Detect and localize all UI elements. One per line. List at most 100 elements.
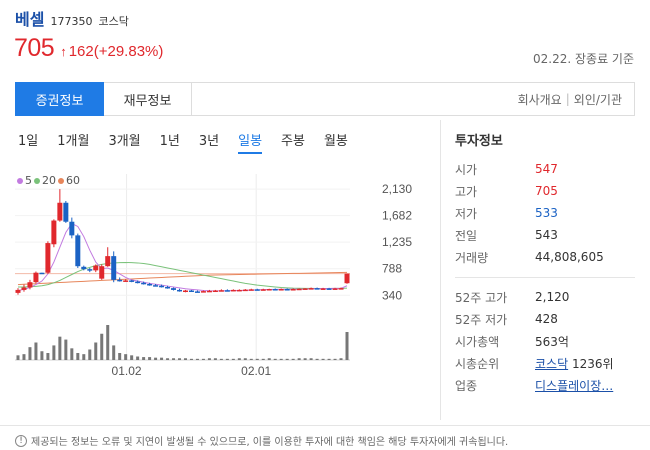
y-tick-label: 340: [382, 288, 402, 302]
info-row-low: 저가 533: [455, 202, 635, 224]
candle-body: [278, 289, 284, 291]
x-tick-label: 02.01: [241, 364, 271, 378]
volume-bar: [333, 358, 337, 360]
ma20-label: 20: [42, 174, 56, 187]
rank-number: 1236위: [571, 356, 614, 371]
range-tab-1d[interactable]: 1일: [18, 134, 39, 149]
range-tab-1m[interactable]: 1개월: [57, 134, 90, 149]
candle-body: [147, 283, 153, 286]
stock-market: 코스닥: [98, 15, 129, 28]
range-tab-monthly[interactable]: 월봉: [323, 134, 348, 149]
volume-bar: [303, 358, 307, 360]
y-tick-label: 1,235: [382, 235, 412, 249]
volume-bar: [267, 358, 271, 360]
volume-bar: [88, 349, 92, 360]
volume-bar: [261, 358, 265, 360]
candle-body: [344, 273, 350, 284]
company-overview-link[interactable]: 회사개요: [517, 92, 562, 107]
volume-bar: [339, 358, 343, 360]
volume-bar: [207, 358, 211, 360]
candle-body: [21, 287, 27, 290]
tab-financial-info[interactable]: 재무정보: [104, 83, 192, 115]
candle-body: [171, 288, 177, 290]
volume-bar: [285, 358, 289, 360]
volume-bar: [189, 358, 193, 360]
investment-info-title: 투자정보: [455, 134, 503, 149]
foreign-institution-link[interactable]: 외인/기관: [573, 92, 622, 107]
volume-bar: [160, 357, 164, 360]
candle-body: [194, 291, 200, 293]
range-tab-daily[interactable]: 일봉: [238, 130, 263, 154]
volume-bar: [58, 336, 62, 360]
ma5-label: 5: [25, 174, 32, 187]
info-key: 시총순위: [455, 356, 500, 371]
price-chart[interactable]: 2,130 1,682 1,235 788 340 01.02 02.01: [0, 160, 430, 385]
range-tab-3y[interactable]: 3년: [198, 134, 220, 149]
candle-body: [218, 290, 224, 292]
info-value: 44,808,605: [535, 250, 604, 264]
candle-body: [135, 281, 141, 284]
range-tab-1y[interactable]: 1년: [159, 134, 180, 149]
range-tab-weekly[interactable]: 주봉: [281, 134, 305, 149]
ma60-label: 60: [66, 174, 80, 187]
tab-securities-info[interactable]: 증권정보: [15, 82, 104, 116]
info-row-volume: 거래량 44,808,605: [455, 246, 635, 268]
volume-bar: [100, 333, 104, 360]
volume-bar: [213, 358, 217, 360]
y-tick-label: 788: [382, 262, 402, 276]
stock-name[interactable]: 베셀: [15, 10, 45, 29]
candle-body: [57, 202, 63, 221]
ma20-dot: [34, 177, 40, 184]
volume-bar: [321, 358, 325, 360]
candle-body: [27, 282, 33, 288]
candle-body: [75, 235, 81, 267]
candle-body: [177, 289, 183, 292]
info-value: 547: [535, 162, 558, 176]
candle-body: [224, 290, 230, 292]
price-change: ↑ 162(+29.83%): [60, 43, 163, 60]
link-divider: |: [565, 92, 570, 106]
volume-bar: [219, 358, 223, 360]
info-tabs: 증권정보 재무정보 회사개요 | 외인/기관: [15, 82, 635, 116]
volume-bar: [297, 358, 301, 360]
candle-body: [290, 289, 296, 291]
ma-legend: 5 20 60: [15, 174, 80, 187]
info-row-high: 고가 705: [455, 180, 635, 202]
candle-body: [69, 221, 75, 236]
candle-body: [332, 288, 338, 290]
candle-body: [123, 280, 129, 282]
candle-body: [314, 288, 320, 290]
candle-body: [182, 290, 188, 293]
info-key: 전일: [455, 228, 478, 243]
volume-bar: [118, 353, 122, 360]
info-value: 428: [535, 312, 558, 326]
info-value: 543: [535, 228, 558, 242]
candle-body: [117, 279, 123, 282]
industry-link[interactable]: 디스플레이장…: [535, 378, 614, 393]
volume-bar: [255, 358, 259, 360]
rank-market-link[interactable]: 코스닥: [535, 356, 569, 371]
info-key: 고가: [455, 184, 478, 199]
info-key: 저가: [455, 206, 478, 221]
candle-body: [141, 282, 147, 285]
candle-body: [200, 291, 206, 293]
info-divider: [455, 277, 635, 278]
candle-body: [129, 280, 135, 282]
volume-bar: [70, 348, 74, 360]
ma5-line: [17, 222, 348, 292]
candle-body: [45, 243, 51, 273]
volume-bar: [82, 354, 86, 360]
disclaimer-text: 제공되는 정보는 오류 및 지연이 발생될 수 있으므로, 이를 이용한 투자에…: [31, 437, 509, 448]
info-row-52w-high: 52주 고가 2,120: [455, 286, 635, 308]
range-tab-3m[interactable]: 3개월: [108, 134, 141, 149]
volume-bar: [345, 332, 349, 360]
candle-body: [81, 266, 87, 270]
candle-body: [284, 289, 290, 291]
info-key: 52주 저가: [455, 312, 508, 327]
candle-body: [266, 289, 272, 291]
volume-bar: [94, 342, 98, 360]
candle-body: [230, 289, 236, 292]
ma5-dot: [17, 177, 23, 184]
candle-body: [99, 266, 105, 279]
volume-bar: [112, 345, 116, 360]
